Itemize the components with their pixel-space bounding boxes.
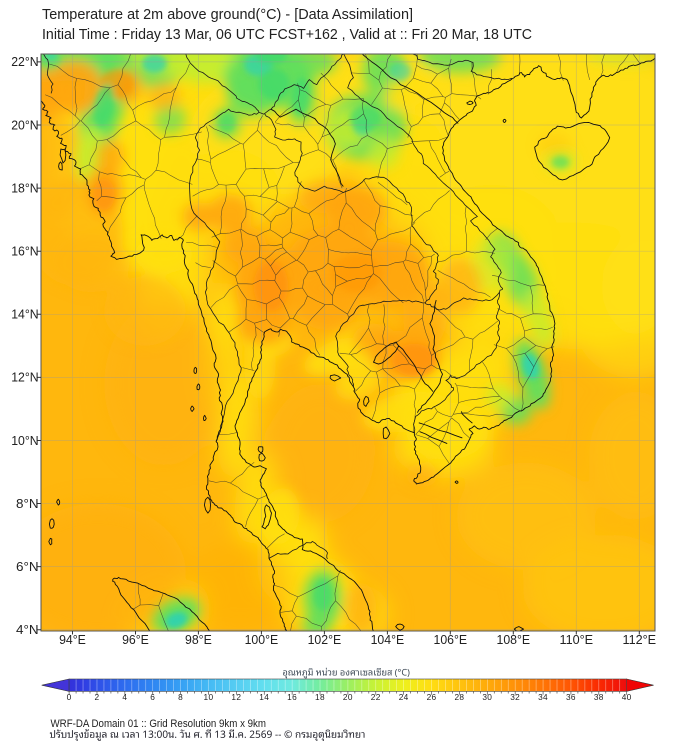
- svg-text:96°E: 96°E: [122, 632, 149, 647]
- svg-text:108°E: 108°E: [497, 632, 531, 647]
- svg-text:12°N: 12°N: [11, 370, 38, 385]
- svg-text:104°E: 104°E: [371, 632, 405, 647]
- svg-text:26: 26: [427, 692, 437, 702]
- svg-text:6°N: 6°N: [16, 559, 39, 574]
- svg-text:Temperature at 2m above ground: Temperature at 2m above ground(°C) - [Da…: [42, 7, 413, 23]
- svg-text:18: 18: [315, 692, 325, 702]
- svg-text:100°E: 100°E: [245, 632, 279, 647]
- svg-text:112°E: 112°E: [623, 632, 657, 647]
- svg-text:8: 8: [178, 692, 183, 702]
- svg-text:94°E: 94°E: [59, 632, 86, 647]
- svg-text:34: 34: [538, 692, 548, 702]
- svg-text:10°N: 10°N: [11, 433, 38, 448]
- svg-text:14°N: 14°N: [11, 307, 38, 322]
- svg-text:4°N: 4°N: [16, 622, 39, 637]
- svg-text:2: 2: [94, 692, 99, 702]
- svg-text:22°N: 22°N: [11, 54, 38, 69]
- svg-text:38: 38: [594, 692, 604, 702]
- svg-text:36: 36: [566, 692, 576, 702]
- svg-text:18°N: 18°N: [11, 180, 38, 195]
- svg-text:110°E: 110°E: [560, 632, 594, 647]
- svg-text:40: 40: [622, 692, 632, 702]
- svg-text:16°N: 16°N: [11, 244, 38, 259]
- svg-text:12: 12: [231, 692, 241, 702]
- svg-text:28: 28: [454, 692, 464, 702]
- svg-text:8°N: 8°N: [16, 496, 39, 511]
- svg-text:32: 32: [510, 692, 520, 702]
- svg-text:Initial Time : Friday 13 Mar,: Initial Time : Friday 13 Mar, 06 UTC FCS…: [42, 27, 532, 43]
- svg-text:16: 16: [287, 692, 297, 702]
- svg-text:6: 6: [150, 692, 155, 702]
- svg-text:0: 0: [67, 692, 72, 702]
- svg-text:22: 22: [371, 692, 381, 702]
- svg-text:106°E: 106°E: [434, 632, 468, 647]
- svg-text:10: 10: [204, 692, 214, 702]
- svg-text:20°N: 20°N: [11, 117, 38, 132]
- svg-text:102°E: 102°E: [308, 632, 342, 647]
- svg-text:14: 14: [259, 692, 269, 702]
- svg-text:WRF-DA Domain 01 :: Grid Resol: WRF-DA Domain 01 :: Grid Resolution 9km …: [51, 718, 267, 730]
- svg-text:24: 24: [399, 692, 409, 702]
- svg-text:20: 20: [343, 692, 353, 702]
- svg-text:30: 30: [482, 692, 492, 702]
- svg-text:4: 4: [122, 692, 127, 702]
- svg-text:98°E: 98°E: [185, 632, 212, 647]
